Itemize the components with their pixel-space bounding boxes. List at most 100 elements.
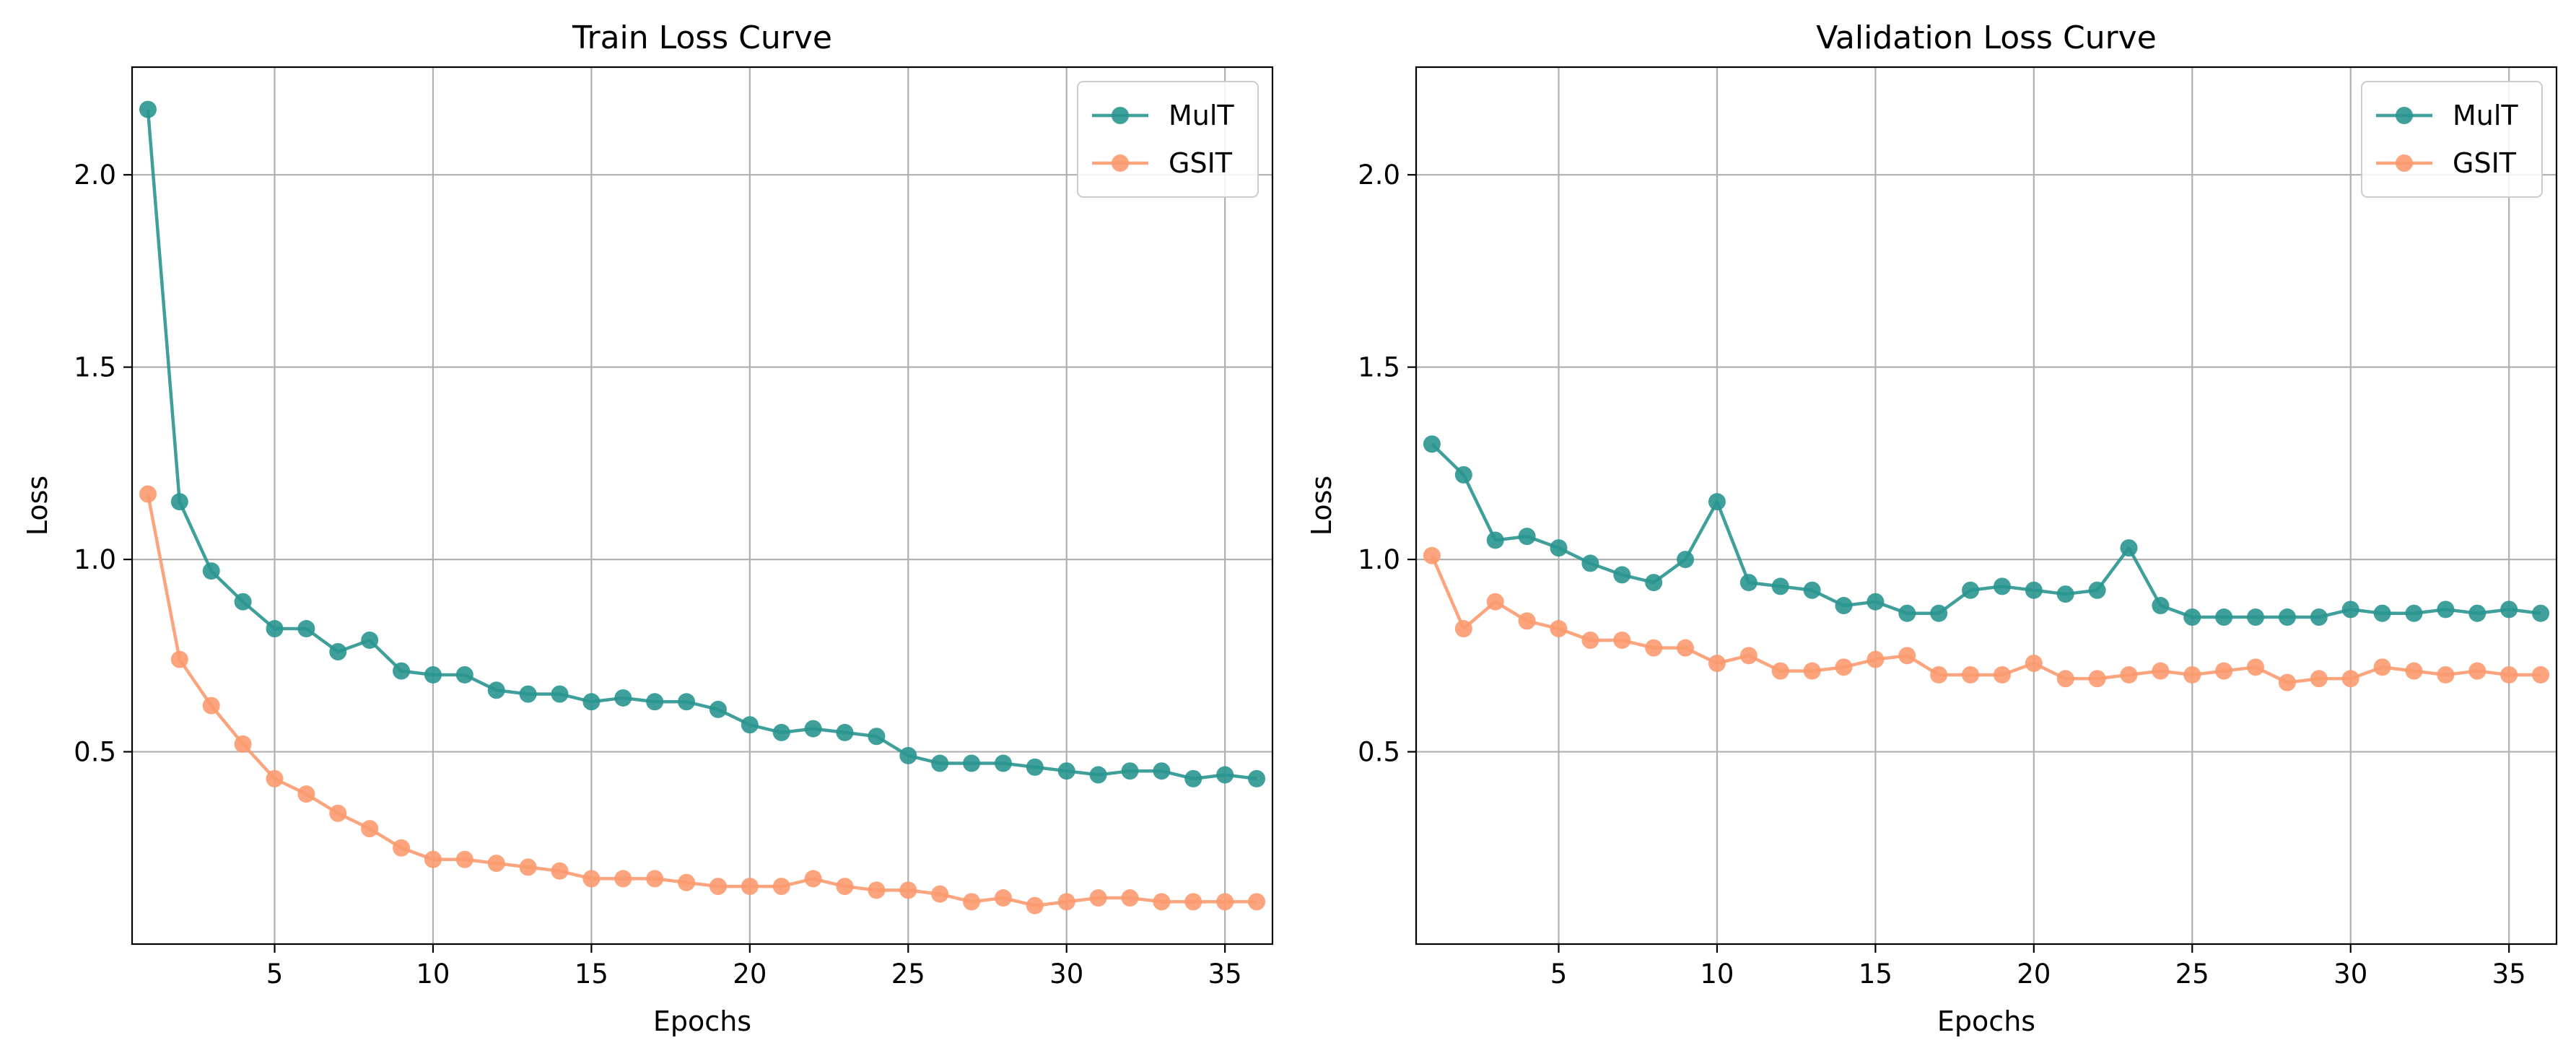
x-axis-label: Epochs — [1937, 1005, 2035, 1037]
mult-series-point — [1518, 528, 1536, 546]
y-tick-label: 1.0 — [74, 544, 116, 575]
gsit-series-point — [772, 878, 790, 896]
gsit-series-point — [1803, 662, 1821, 680]
x-tick-label: 25 — [2175, 959, 2209, 990]
mult-series-point — [139, 100, 157, 118]
x-tick-label: 10 — [1700, 959, 1734, 990]
x-tick-label: 35 — [1208, 959, 1242, 990]
gsit-series-point — [1677, 639, 1695, 657]
gsit-series-point — [1454, 620, 1472, 638]
legend-mult-label: MulT — [1169, 100, 1234, 131]
gsit-series-point — [1962, 665, 1980, 684]
gsit-series-point — [2056, 670, 2074, 688]
gsit-series-point — [1026, 896, 1044, 914]
gsit-series-point — [1993, 665, 2011, 684]
gsit-series-point — [1645, 639, 1663, 657]
legend-gsit-label: GSIT — [2453, 147, 2517, 179]
gsit-series-point — [1423, 546, 1441, 564]
gsit-series-point — [487, 855, 505, 873]
mult-series-point — [1835, 597, 1853, 615]
mult-series-point — [1486, 531, 1504, 549]
gsit-series-point — [170, 650, 188, 668]
mult-series-point — [2532, 604, 2550, 622]
mult-series-point — [1248, 769, 1266, 787]
gsit-series-point — [963, 893, 981, 911]
mult-series-point — [868, 728, 886, 746]
gsit-series-point — [1866, 650, 1885, 668]
chart-title: Validation Loss Curve — [1816, 19, 2157, 56]
y-tick-label: 0.5 — [1358, 737, 1400, 768]
gsit-series-point — [2278, 673, 2296, 691]
mult-series-point — [2341, 601, 2359, 619]
mult-series-point — [1216, 766, 1234, 784]
mult-series-point — [329, 643, 347, 660]
gsit-series-point — [139, 485, 157, 503]
mult-series-point — [2056, 585, 2074, 603]
y-axis-label: Loss — [1306, 476, 1337, 536]
mult-series-point — [170, 493, 188, 511]
gsit-series-point — [994, 889, 1012, 907]
mult-series-point — [1645, 574, 1663, 592]
gsit-series-point — [709, 878, 727, 896]
mult-series-point — [1550, 539, 1568, 557]
mult-series-point — [1057, 762, 1075, 780]
axes-frame — [131, 66, 1274, 946]
y-tick-label: 1.5 — [74, 352, 116, 383]
gsit-series-point — [202, 697, 220, 715]
mult-series-point — [1184, 769, 1202, 787]
mult-series-point — [2468, 604, 2487, 622]
gsit-series-point — [899, 881, 917, 899]
mult-series-point — [266, 620, 284, 638]
gsit-series-point — [741, 878, 759, 896]
mult-series-point — [2437, 601, 2455, 619]
mult-series-point — [1153, 762, 1171, 780]
mult-series-point — [361, 632, 379, 650]
mult-series-point — [297, 620, 315, 638]
mult-series-point — [2247, 608, 2265, 626]
gsit-series-point — [2152, 662, 2170, 680]
gsit-series-point — [424, 850, 442, 868]
mult-series-point — [202, 562, 220, 580]
mult-series-point — [551, 685, 569, 703]
y-tick-label: 1.0 — [1358, 544, 1400, 575]
gsit-series-point — [582, 870, 601, 888]
y-tick-label: 2.0 — [1358, 160, 1400, 191]
mult-series-point — [994, 754, 1012, 772]
legend-mult-marker — [2396, 107, 2413, 124]
gsit-series-point — [1057, 893, 1075, 911]
y-tick-label: 1.5 — [1358, 352, 1400, 383]
gsit-series-point — [1581, 632, 1599, 650]
gsit-series-point — [1216, 893, 1234, 911]
train-loss-chart: 5 10 15 20 25 30 35 0.5 1.0 1.5 2.0 Train Loss Curv… — [22, 19, 1274, 1037]
gsit-series-point — [266, 769, 284, 787]
axes-frame — [1415, 66, 2558, 946]
gsit-series-point — [1771, 662, 1789, 680]
gsit-series-point — [1486, 593, 1504, 611]
gsit-series-point — [1248, 893, 1266, 911]
legend-gsit-marker — [2396, 154, 2413, 172]
mult-series-point — [772, 723, 790, 741]
gsit-series-point — [2183, 665, 2201, 684]
x-tick-label: 10 — [416, 959, 450, 990]
mult-series-point — [1866, 593, 1885, 611]
mult-series-point — [1803, 581, 1821, 599]
mult-series-point — [2405, 604, 2423, 622]
mult-series-point — [2500, 601, 2518, 619]
gsit-series-point — [1930, 665, 1948, 684]
x-tick-label: 20 — [2017, 959, 2051, 990]
mult-series-point — [2373, 604, 2391, 622]
gsit-series-point — [614, 870, 632, 888]
mult-series-point — [1454, 466, 1472, 484]
mult-series-point — [614, 689, 632, 707]
legend-mult-marker — [1112, 107, 1129, 124]
gsit-series-point — [1835, 658, 1853, 676]
mult-series-point — [582, 693, 601, 711]
legend-box — [2361, 81, 2543, 198]
gsit-series-point — [2310, 670, 2328, 688]
mult-series-point — [519, 685, 537, 703]
gsit-series-point — [1898, 647, 1916, 665]
gsit-series-point — [2341, 670, 2359, 688]
mult-series-point — [1739, 574, 1758, 592]
gsit-series-point — [868, 881, 886, 899]
